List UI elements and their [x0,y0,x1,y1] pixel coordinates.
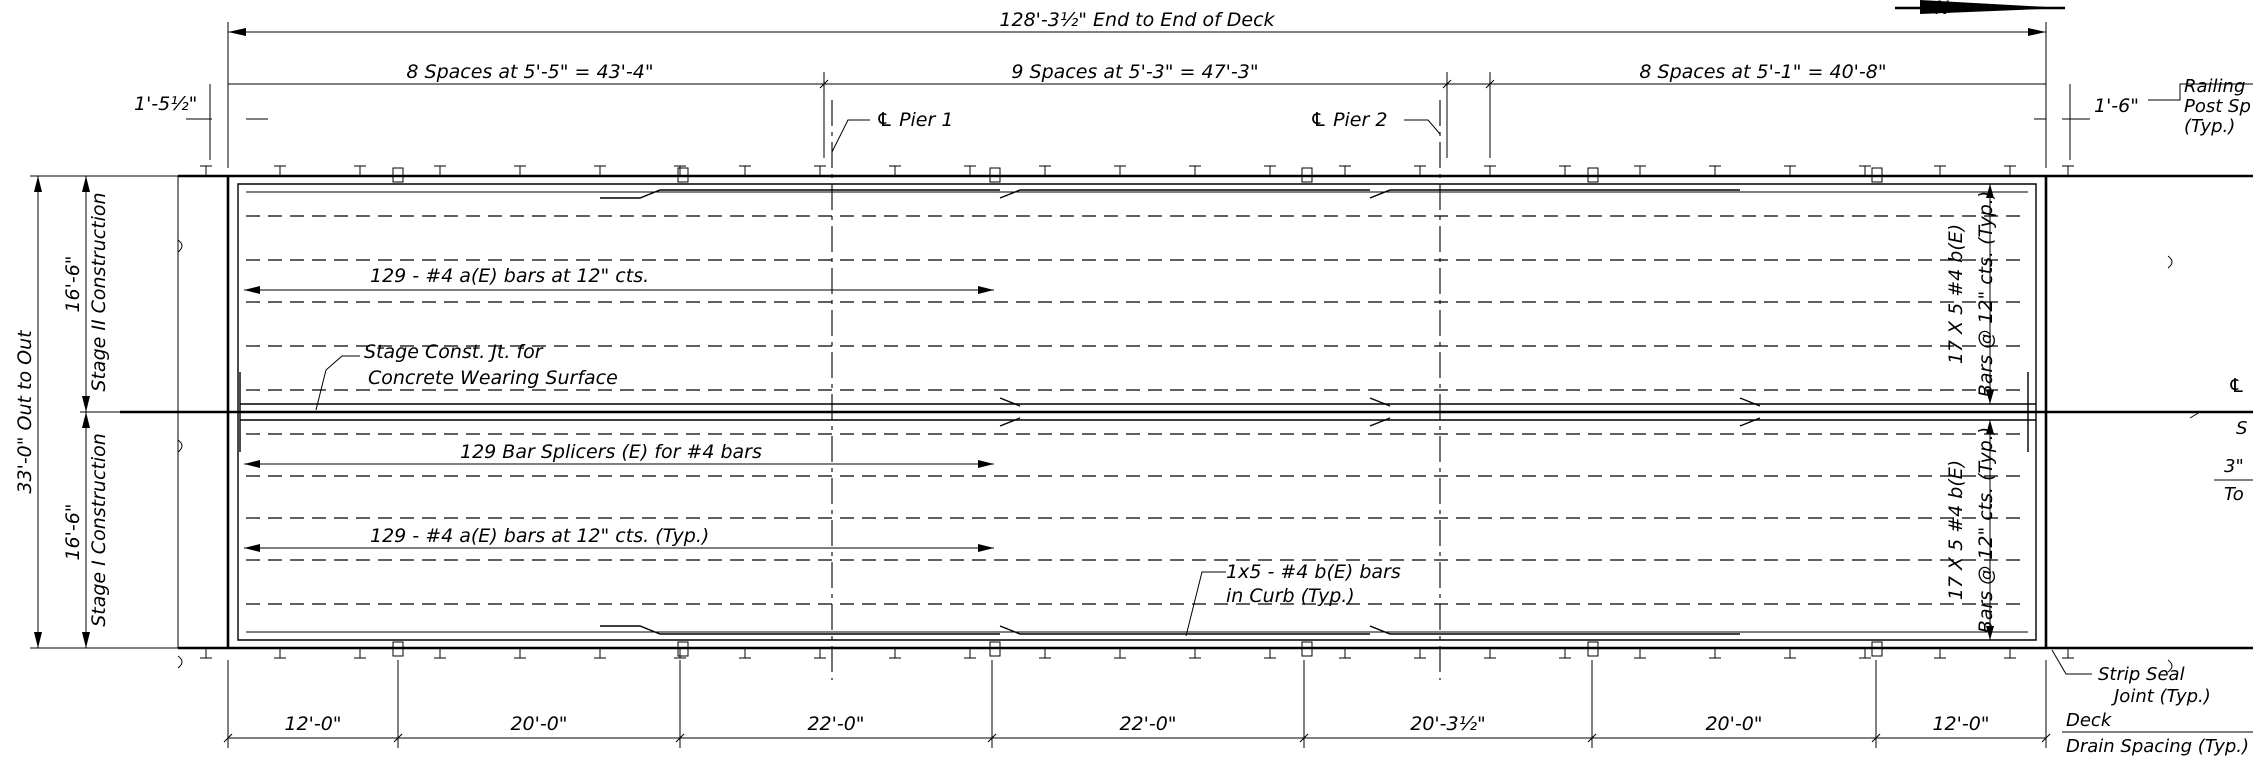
transverse-top-note-1: 17 X 5 #4 b(E) [1945,224,1967,364]
longitudinal-bars [246,215,2028,605]
stage-1-label: Stage I Construction [88,433,110,627]
curb-bars-note-1: 1x5 - #4 b(E) bars [1226,561,1401,583]
end-left-dimension: 1'-5½" [134,93,197,115]
right-frac-label: 3" [2224,456,2244,477]
drain-spacing-dimensions: 12'-0" 20'-0" 22'-0" 22'-0" 20'-3½" 20'-… [223,660,2051,748]
span-dimensions: 8 Spaces at 5'-5" = 43'-4" 9 Spaces at 5… [228,61,2046,158]
railing-label-1: Railing [2184,76,2245,97]
total-width-text: 33'-0" Out to Out [14,329,36,494]
span1-dimension: 8 Spaces at 5'-5" = 43'-4" [406,61,653,83]
drain-spacing-5: 20'-3½" [1410,713,1486,735]
half-width-bottom-text: 16'-6" [62,503,84,560]
bars-top-note: 129 - #4 a(E) bars at 12" cts. [370,265,649,287]
span2-dimension: 9 Spaces at 5'-3" = 47'-3" [1011,61,1258,83]
overall-dimension: 128'-3½" End to End of Deck [227,9,2047,168]
splicers-note: 129 Bar Splicers (E) for #4 bars [460,441,762,463]
right-edge-labels: ℄ S 3" To [2214,375,2253,505]
strip-seal-note-1: Strip Seal [2098,664,2185,685]
drain-spacing-1: 12'-0" [284,713,341,735]
stage-joint-note-2: Concrete Wearing Surface [368,367,618,389]
transverse-bottom-note-1: 17 X 5 #4 b(E) [1945,460,1967,600]
north-arrow-label: N [1935,0,1949,19]
deck-outline [120,174,2253,673]
strip-seal-note-2: Joint (Typ.) [2111,686,2211,707]
stage-joint-note-1: Stage Const. Jt. for [364,341,544,363]
span3-dimension: 8 Spaces at 5'-1" = 40'-8" [1639,61,1886,83]
right-to-label: To [2224,484,2244,505]
bar-notes: 129 - #4 a(E) bars at 12" cts. Stage Con… [244,265,1401,637]
drain-spacing-7: 12'-0" [1932,713,1989,735]
overall-dimension-text: 128'-3½" End to End of Deck [999,9,1275,31]
right-s-label: S [2236,418,2247,439]
drain-spacing-6: 20'-0" [1705,713,1762,735]
stage-joint-lines [239,189,2036,635]
width-dimensions: 33'-0" Out to Out 16'-6" 16'-6" Stage II… [14,175,178,649]
right-cl-label: ℄ [2228,375,2245,397]
pier-1-label: ℄ Pier 1 [876,109,953,131]
transverse-top-note-2: Bars @ 12" cts. (Typ.) [1975,191,1997,397]
north-arrow-icon: N [1895,0,2065,19]
drain-spacing-2: 20'-0" [510,713,567,735]
deck-label: Deck [2066,710,2113,731]
seal-drain-notes: Strip Seal Joint (Typ.) Deck Drain Spaci… [2051,649,2253,757]
stage-2-label: Stage II Construction [88,192,110,391]
drain-label: Drain Spacing (Typ.) [2066,736,2249,757]
drain-spacing-3: 22'-0" [807,713,864,735]
bars-bottom-note: 129 - #4 a(E) bars at 12" cts. (Typ.) [370,525,709,547]
pier-2-label: ℄ Pier 2 [1310,109,1387,131]
end-right-dimension: 1'-6" [2094,95,2139,117]
end-dimensions: 1'-5½" 1'-6" Railing Post Sp (Typ.) [134,76,2253,160]
drain-spacing-4: 22'-0" [1119,713,1176,735]
railing-posts-bottom [200,641,2074,659]
transverse-bar-notes: 17 X 5 #4 b(E) Bars @ 12" cts. (Typ.) 17… [1945,184,1997,640]
railing-label-3: (Typ.) [2184,116,2235,137]
pier-labels: ℄ Pier 1 ℄ Pier 2 [831,109,1441,153]
half-width-top-text: 16'-6" [62,255,84,312]
railing-label-2: Post Sp [2184,96,2251,117]
transverse-bottom-note-2: Bars @ 12" cts. (Typ.) [1975,427,1997,633]
railing-posts-top [200,165,2074,183]
curb-bars-note-2: in Curb (Typ.) [1226,585,1355,607]
